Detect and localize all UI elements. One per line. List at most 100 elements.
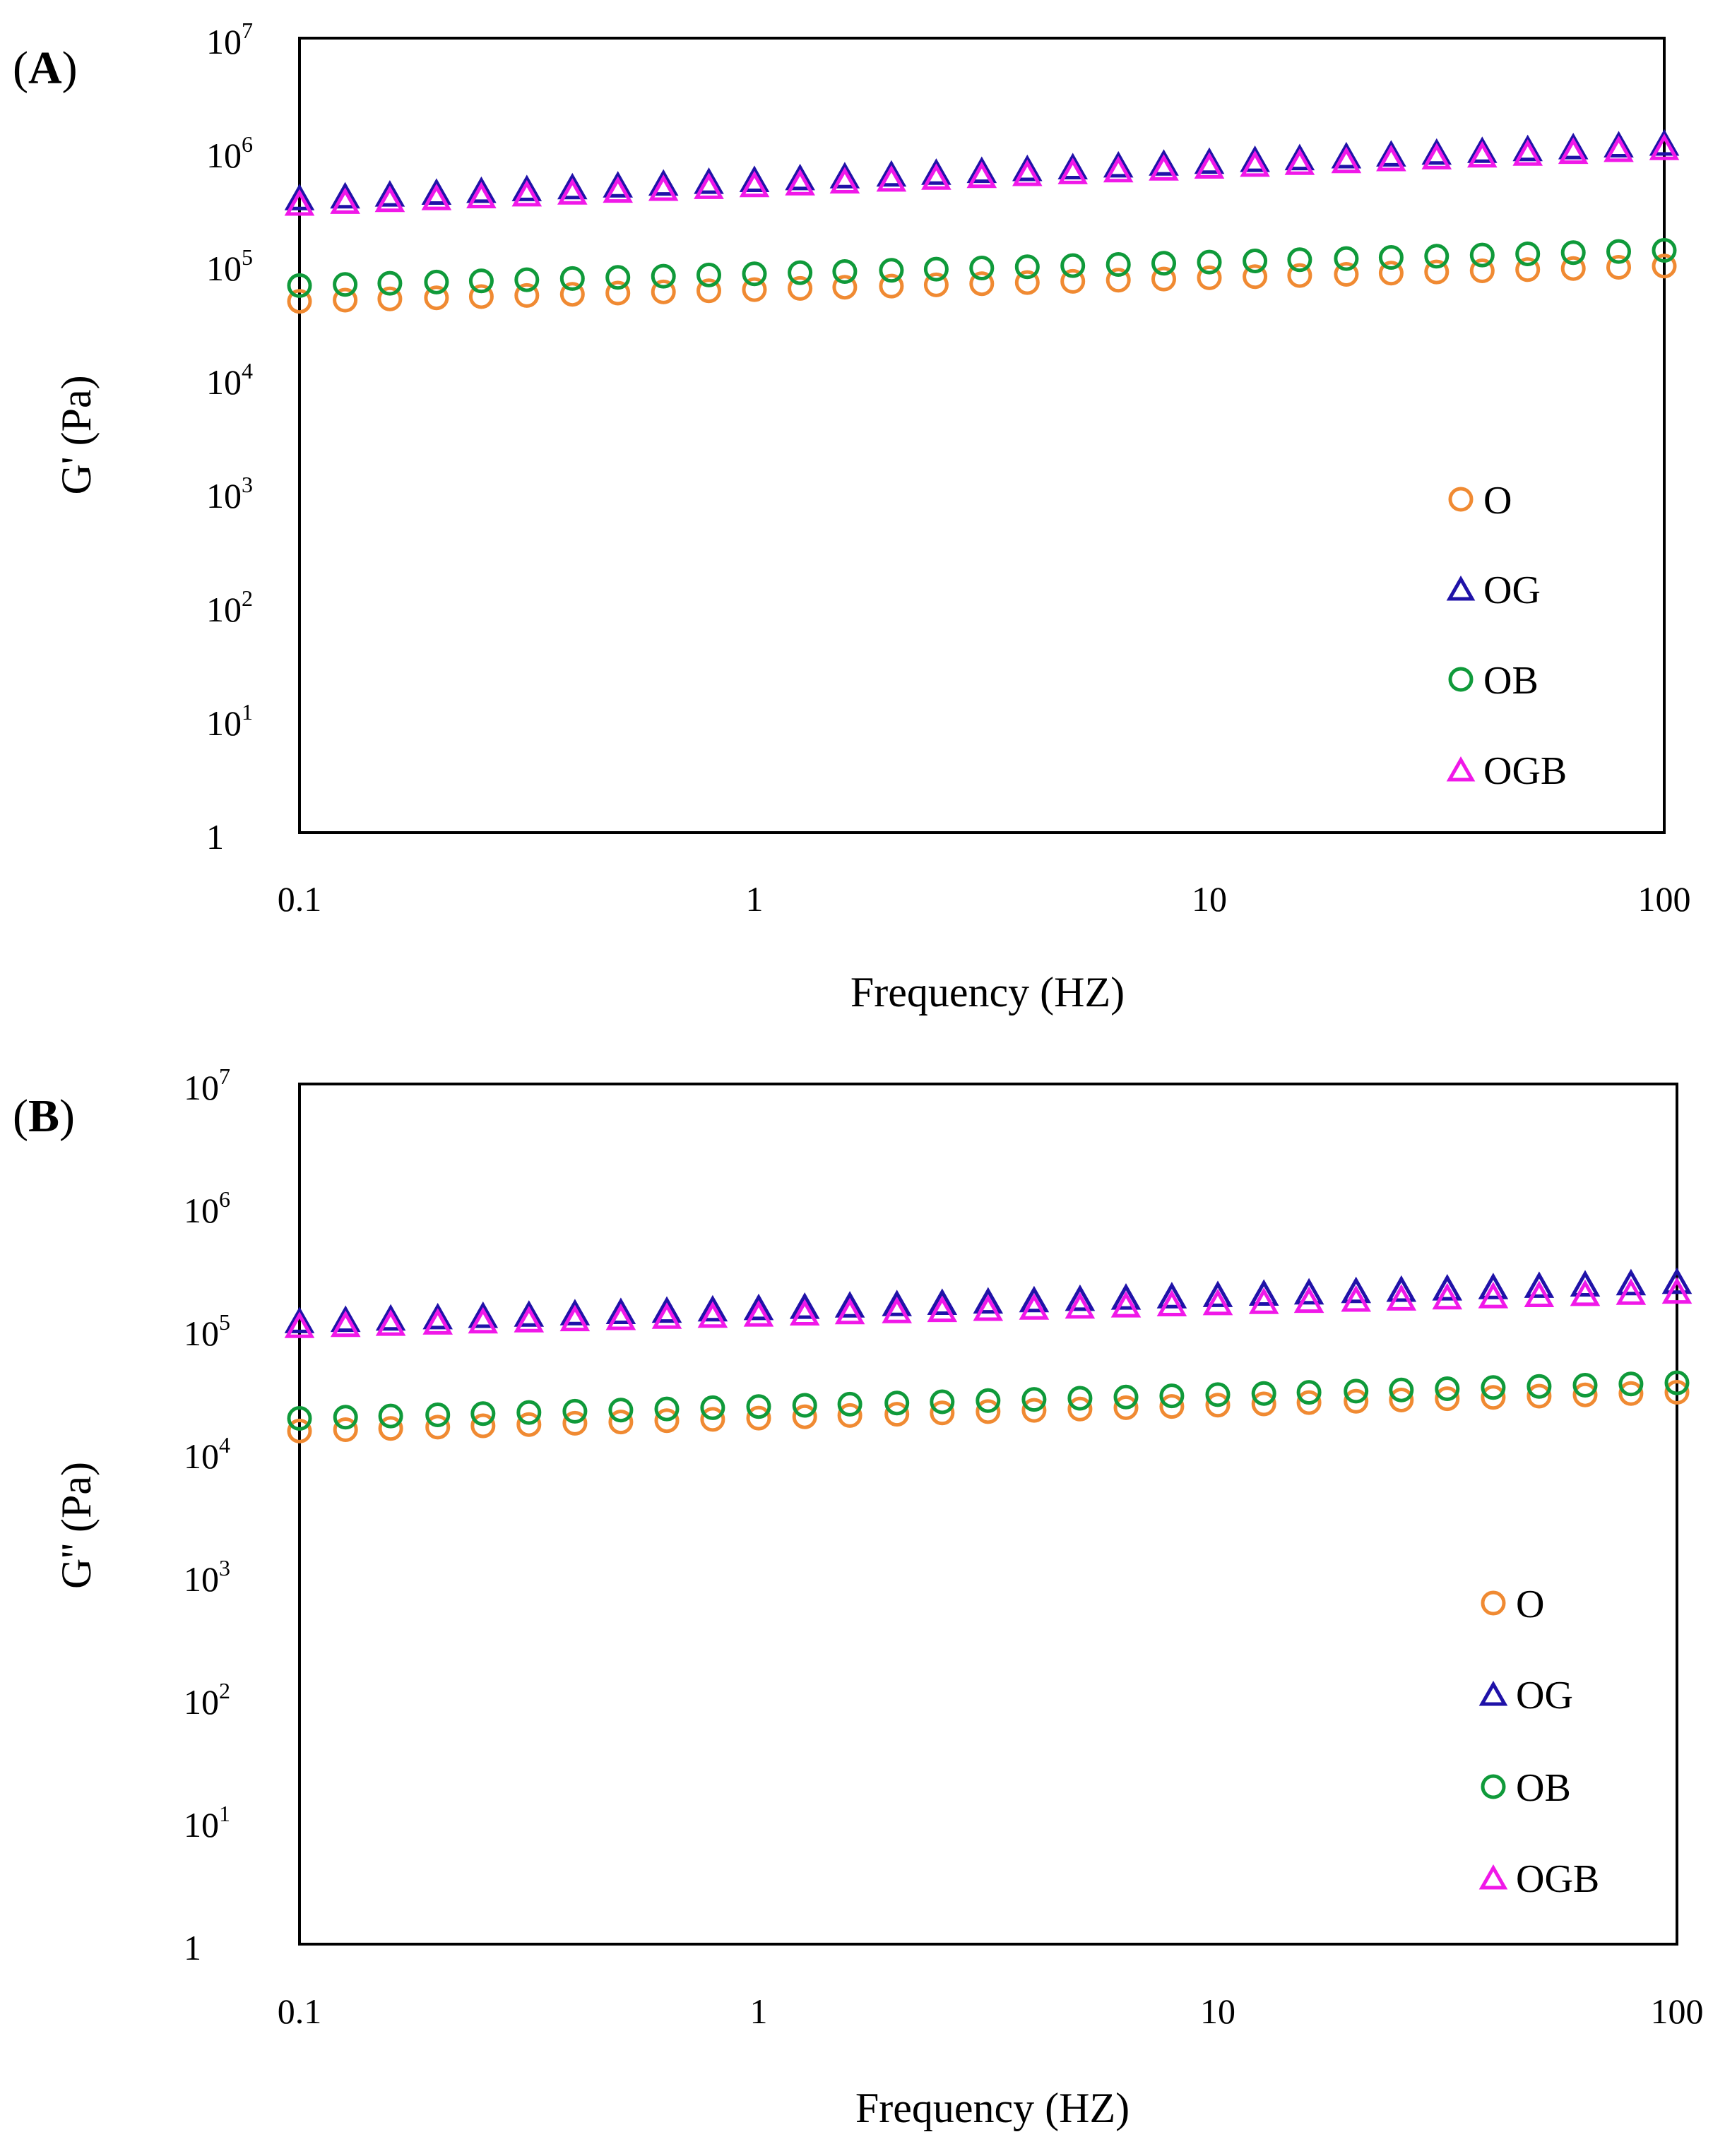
panel-b-point-ob-13 (884, 1390, 910, 1416)
panel-b-point-og-7 (605, 1297, 636, 1324)
panel-a-point-og-15 (966, 156, 997, 184)
panel-b-point-o-17 (1067, 1396, 1093, 1422)
panel-b-y-axis-title: G'' (Pa) (53, 1462, 100, 1589)
panel-b-point-og-2 (375, 1304, 406, 1331)
panel-a-legend-entry-og: OG (1446, 568, 1541, 612)
panel-a-xtick-0.1: 0.1 (278, 879, 322, 919)
panel-b-point-ogb-5 (514, 1306, 545, 1333)
panel-a-point-og-20 (1194, 147, 1225, 174)
panel-a-point-ogb-12 (829, 167, 860, 193)
panel-a-point-o-12 (832, 275, 858, 300)
panel-b-point-o-0 (287, 1418, 312, 1443)
panel-a-point-ogb-9 (694, 172, 724, 199)
panel-a-point-ogb-7 (603, 176, 633, 203)
panel-a-point-og-0 (284, 184, 315, 210)
panel-b-point-o-14 (930, 1400, 955, 1426)
panel-a-point-og-10 (739, 165, 770, 192)
panel-b-ytick-5: 105 (184, 1309, 230, 1353)
panel-a-point-ogb-23 (1331, 146, 1362, 174)
panel-b-point-ogb-3 (422, 1308, 453, 1335)
panel-b-point-o-6 (562, 1410, 588, 1436)
panel-b-legend-marker-og (1478, 1680, 1508, 1706)
panel-b-point-og-19 (1156, 1282, 1187, 1309)
panel-a-point-ob-17 (1060, 253, 1086, 278)
panel-b-point-ob-17 (1067, 1386, 1093, 1411)
panel-a-xtick-1: 1 (746, 879, 764, 919)
panel-b-point-ogb-29 (1616, 1278, 1647, 1305)
panel-b-point-og-8 (651, 1296, 682, 1323)
panel-a-point-og-9 (694, 167, 724, 194)
panel-a-point-o-23 (1334, 262, 1359, 287)
panel-a-point-ogb-20 (1194, 152, 1225, 179)
panel-b-point-ogb-27 (1524, 1280, 1555, 1307)
panel-b-point-o-9 (700, 1407, 725, 1432)
panel-a-point-og-5 (511, 174, 543, 201)
panel-a-point-ob-13 (879, 258, 904, 283)
panel-b-point-og-17 (1065, 1284, 1096, 1311)
panel-b-point-og-22 (1293, 1277, 1324, 1305)
panel-b-point-ob-26 (1481, 1375, 1506, 1400)
panel-b-xtick-1: 1 (750, 1991, 768, 2031)
panel-a-point-ogb-3 (421, 184, 452, 210)
panel-b-point-ogb-9 (697, 1301, 728, 1328)
panel-a-plot-frame (298, 37, 1666, 834)
panel-b-plot-frame (298, 1083, 1678, 1946)
panel-b-point-og-16 (1019, 1285, 1050, 1313)
panel-b-markers (284, 1267, 1693, 1443)
panel-b-point-ob-27 (1527, 1374, 1552, 1399)
panel-a-point-ogb-2 (374, 185, 405, 213)
panel-b-legend-marker-o (1481, 1590, 1506, 1616)
panel-a-point-o-4 (468, 284, 494, 309)
panel-a-point-og-13 (876, 160, 907, 187)
panel-a-point-og-27 (1512, 134, 1543, 162)
panel-b-ytick-0: 1 (184, 1928, 201, 1967)
panel-a-point-og-1 (330, 181, 360, 209)
panel-a-legend-marker-ogb (1446, 756, 1476, 782)
panel-a-point-og-25 (1421, 138, 1452, 165)
panel-a-point-ob-26 (1469, 242, 1495, 268)
panel-b-point-og-11 (789, 1292, 820, 1319)
panel-b-point-og-10 (743, 1293, 774, 1321)
panel-a-ytick-2: 102 (206, 585, 253, 629)
panel-a-point-ob-11 (788, 260, 813, 285)
panel-a-point-og-30 (1649, 129, 1680, 156)
panel-b: (B) 107 106 105 104 103 102 101 1 0.1 1 … (13, 1064, 1704, 2131)
panel-a-point-ob-9 (696, 262, 721, 287)
panel-b-point-ogb-12 (834, 1297, 865, 1325)
panel-a-xtick-100: 100 (1638, 879, 1691, 919)
panel-b-point-o-4 (470, 1413, 496, 1439)
panel-a-point-ob-25 (1424, 244, 1450, 269)
panel-b-point-og-0 (284, 1306, 315, 1333)
panel-b-point-ob-21 (1251, 1381, 1276, 1406)
panel-a-point-o-3 (424, 285, 449, 311)
panel-a-point-o-11 (788, 275, 813, 301)
panel-b-point-ob-8 (654, 1396, 680, 1422)
panel-a-point-ogb-5 (511, 179, 543, 207)
panel-a-xtick-10: 10 (1192, 879, 1227, 919)
panel-a-point-ob-0 (287, 273, 312, 298)
panel-a-y-axis-title: G' (Pa) (53, 375, 100, 494)
panel-b-point-og-13 (882, 1290, 912, 1316)
panel-b-point-ogb-15 (973, 1294, 1004, 1321)
panel-b-point-ogb-25 (1432, 1282, 1463, 1310)
panel-b-point-ogb-30 (1661, 1277, 1693, 1304)
panel-b-point-ob-5 (516, 1400, 542, 1425)
panel-b-point-o-28 (1572, 1382, 1598, 1407)
panel-b-point-ob-4 (470, 1401, 496, 1427)
panel-a-point-ogb-11 (785, 169, 815, 196)
panel-a-legend-label-ob: OB (1483, 659, 1539, 703)
panel-a-point-ogb-13 (876, 165, 907, 192)
panel-a-legend-label-o: O (1483, 479, 1512, 523)
panel-a-ytick-1: 101 (206, 699, 253, 743)
panel-a-point-og-4 (466, 176, 497, 203)
panel-b-point-ogb-13 (882, 1297, 912, 1323)
panel-b-point-ogb-0 (284, 1311, 315, 1338)
panel-b-point-ob-19 (1159, 1383, 1185, 1409)
panel-b-point-ogb-28 (1570, 1279, 1601, 1306)
panel-b-point-o-20 (1205, 1393, 1231, 1418)
panel-b-point-og-14 (927, 1288, 958, 1315)
panel-a-point-o-1 (333, 287, 358, 313)
panel-a-point-ogb-4 (466, 181, 497, 208)
panel-a-point-ogb-24 (1376, 144, 1406, 172)
panel-b-legend-label-ogb: OGB (1516, 1857, 1599, 1901)
